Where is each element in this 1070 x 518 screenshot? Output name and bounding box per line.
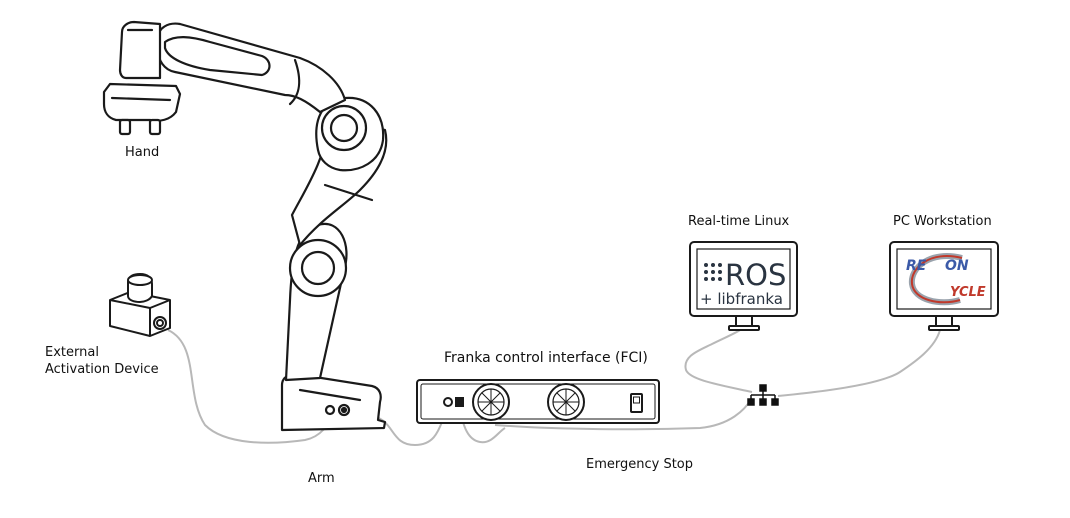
ros-logo-text: ROS — [725, 258, 786, 292]
fci-controller-box — [416, 379, 660, 424]
ros-logo: ROS + libfranka — [700, 258, 786, 308]
cable-external-device-to-arm — [167, 329, 333, 444]
fci-fan-2-icon — [547, 383, 585, 421]
arm-base-connector-1 — [324, 404, 336, 416]
cable-fci-to-switch — [494, 397, 753, 431]
arm-joint-lower — [288, 238, 348, 298]
cable-switch-to-ros-pc — [684, 329, 753, 393]
label-fci: Franka control interface (FCI) — [444, 350, 648, 366]
label-emergency-stop: Emergency Stop — [586, 457, 694, 472]
fci-fan-1-icon — [472, 383, 510, 421]
logo-text-on: ON — [945, 258, 969, 274]
fci-port-1 — [443, 397, 453, 407]
label-arm: Arm — [308, 471, 335, 486]
external-activation-device — [109, 273, 171, 337]
robot-arm — [102, 20, 388, 432]
fci-port-2 — [455, 397, 464, 407]
arm-joint-elbow — [320, 104, 368, 152]
libfranka-text: + libfranka — [700, 290, 783, 308]
cable-switch-to-workstation — [777, 329, 941, 397]
logo-text-ycle: YCLE — [950, 285, 986, 300]
arm-base — [280, 372, 387, 432]
label-realtime-linux: Real-time Linux — [688, 214, 790, 229]
reconcycle-logo: RE ON YCLE — [906, 253, 986, 306]
label-external-line1: External — [45, 345, 99, 360]
label-hand: Hand — [125, 145, 160, 160]
label-external-activation: External Activation Device — [45, 344, 159, 378]
label-pc-workstation: PC Workstation — [893, 214, 992, 229]
logo-text-re: RE — [906, 258, 927, 274]
arm-wrist — [118, 20, 162, 80]
network-switch-icon — [747, 384, 779, 406]
label-external-line2: Activation Device — [45, 362, 159, 377]
fci-box-body — [416, 379, 660, 424]
arm-hand-gripper — [102, 82, 182, 122]
